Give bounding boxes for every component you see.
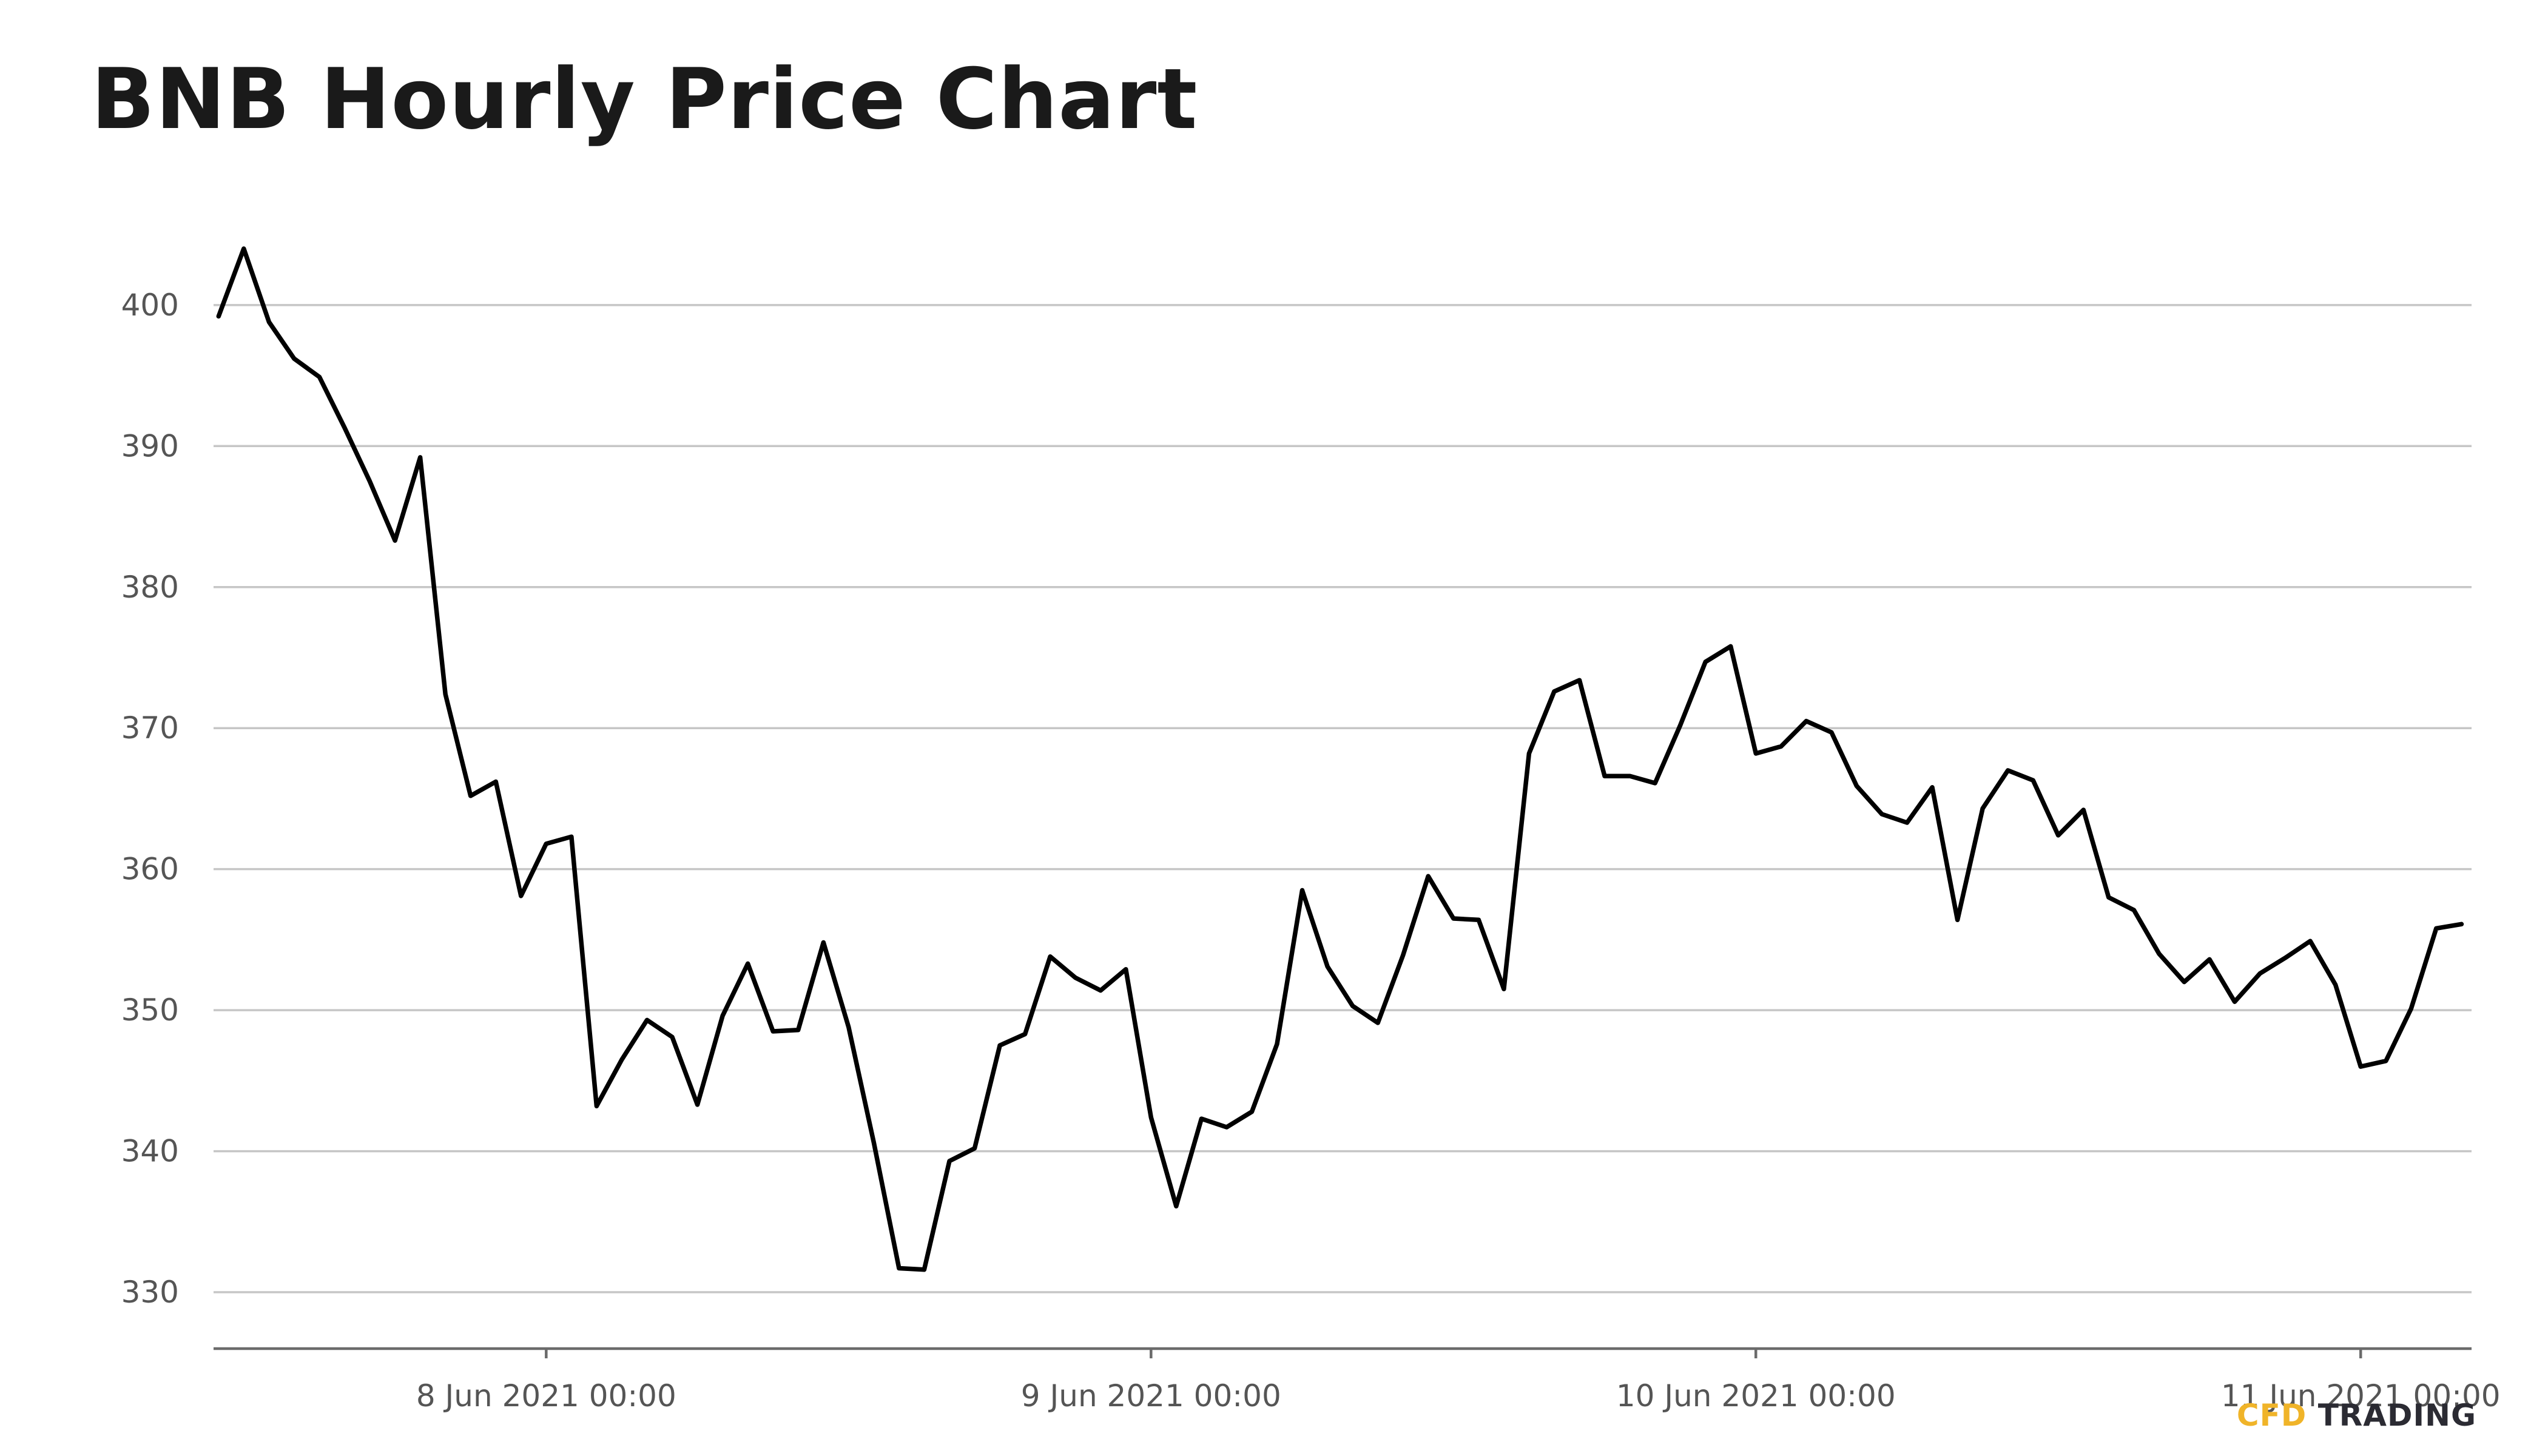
y-tick-label-390: 390 [121,428,179,463]
logo-part-trading: TRADING [2317,1398,2476,1433]
y-tick-label-400: 400 [121,288,179,323]
x-tick-label-1: 9 Jun 2021 00:00 [1021,1378,1281,1414]
x-tick-label-2: 10 Jun 2021 00:00 [1616,1378,1896,1414]
y-tick-label-360: 360 [121,852,179,887]
y-axis-labels: 330 340 350 360 370 380 390 400 [121,288,179,1310]
x-tick-label-3: 11 Jun 2021 00:00 [2221,1378,2501,1414]
y-tick-label-370: 370 [121,710,179,746]
y-tick-label-340: 340 [121,1134,179,1169]
cfd-trading-logo: CFD TRADING [2237,1400,2476,1431]
logo-part-cfd: CFD [2236,1398,2307,1433]
y-tick-label-380: 380 [121,570,179,605]
y-tick-label-330: 330 [121,1275,179,1310]
grid-lines [214,304,2472,1293]
price-line-series-0 [216,246,2464,1272]
y-tick-label-350: 350 [121,993,179,1028]
series-layer [216,246,2464,1272]
x-axis-ticks: 8 Jun 2021 00:00 9 Jun 2021 00:00 10 Jun 2… [416,1349,2501,1414]
chart-title: BNB Hourly Price Chart [91,50,1198,148]
x-tick-label-0: 8 Jun 2021 00:00 [416,1378,676,1414]
